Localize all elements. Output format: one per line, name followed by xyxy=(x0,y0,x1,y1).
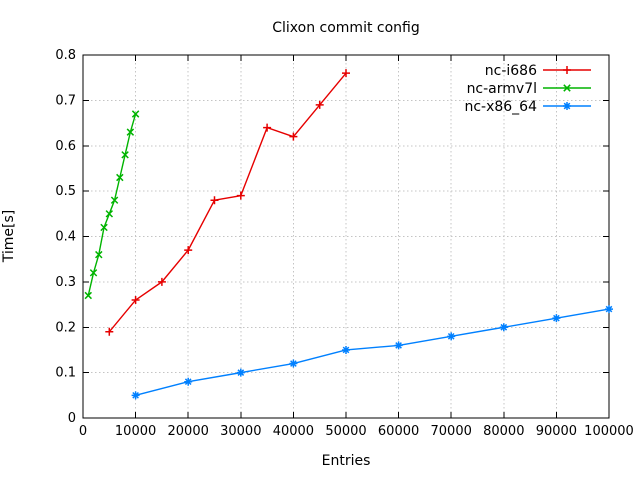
series-marker-nc-x86_64 xyxy=(394,341,403,350)
legend-label-nc-x86_64: nc-x86_64 xyxy=(464,99,537,115)
x-tick-label: 0 xyxy=(79,424,87,439)
series-marker-nc-armv7l xyxy=(131,110,140,118)
series-line-nc-armv7l xyxy=(87,113,137,296)
series-layer xyxy=(84,69,613,400)
series-marker-nc-x86_64 xyxy=(342,345,350,354)
series-marker-nc-i686 xyxy=(157,277,166,286)
series-marker-nc-i686 xyxy=(184,246,193,255)
x-tick-label: 70000 xyxy=(431,424,472,439)
series-marker-nc-i686 xyxy=(131,296,140,305)
series-line-nc-i686 xyxy=(108,72,347,333)
series-marker-nc-i686 xyxy=(342,69,350,78)
x-tick-label: 10000 xyxy=(115,424,156,439)
x-tick-label: 20000 xyxy=(168,424,209,439)
series-marker-nc-i686 xyxy=(210,196,219,205)
series-marker-nc-i686 xyxy=(105,327,114,336)
series-marker-nc-armv7l xyxy=(100,223,108,232)
legend-layer: nc-i686 nc-armv7l nc-x86_64 xyxy=(464,63,591,115)
y-tick-label: 0.6 xyxy=(55,139,76,154)
series-marker-nc-x86_64 xyxy=(184,377,193,386)
series-marker-nc-i686 xyxy=(315,100,324,109)
series-marker-nc-armv7l xyxy=(126,128,135,136)
y-tick-label: 0.7 xyxy=(55,93,76,108)
series-marker-nc-i686 xyxy=(236,191,245,200)
x-tick-label: 50000 xyxy=(325,424,366,439)
series-marker-nc-x86_64 xyxy=(552,314,561,323)
series-marker-nc-x86_64 xyxy=(499,323,508,332)
x-tick-label: 60000 xyxy=(378,424,419,439)
series-line-nc-x86_64 xyxy=(135,308,610,396)
series-marker-nc-x86_64 xyxy=(289,359,298,368)
series-marker-nc-i686 xyxy=(263,123,272,132)
legend-marker-nc-armv7l xyxy=(563,84,571,92)
y-tick-label: 0.5 xyxy=(55,184,76,199)
series-marker-nc-armv7l xyxy=(110,196,119,204)
series-marker-nc-x86_64 xyxy=(131,391,140,400)
y-axis-label: Time[s] xyxy=(1,210,17,263)
series-marker-nc-x86_64 xyxy=(605,305,613,314)
axes-layer: 0 10000 20000 30000 40000 50000 60000 70000 8000… xyxy=(55,48,634,439)
legend-marker-nc-x86_64 xyxy=(563,102,571,110)
y-tick-label: 0.8 xyxy=(55,48,76,63)
series-marker-nc-armv7l xyxy=(105,210,114,218)
x-tick-label: 100000 xyxy=(584,424,634,439)
y-tick-label: 0 xyxy=(68,411,76,426)
grid-layer xyxy=(83,55,609,418)
y-tick-label: 0.4 xyxy=(55,230,76,245)
legend-marker-nc-i686 xyxy=(563,66,571,74)
legend-label-nc-armv7l: nc-armv7l xyxy=(467,81,537,97)
chart-title: Clixon commit config xyxy=(272,20,420,36)
y-tick-label: 0.3 xyxy=(55,275,76,290)
y-tick-label: 0.1 xyxy=(55,366,76,381)
x-tick-label: 40000 xyxy=(273,424,314,439)
series-marker-nc-armv7l xyxy=(121,151,129,159)
series-marker-nc-armv7l xyxy=(116,173,124,182)
x-tick-label: 80000 xyxy=(483,424,524,439)
legend-label-nc-i686: nc-i686 xyxy=(485,63,537,79)
series-marker-nc-armv7l xyxy=(84,291,92,300)
series-marker-nc-armv7l xyxy=(95,250,103,259)
series-marker-nc-x86_64 xyxy=(447,332,456,341)
x-tick-label: 30000 xyxy=(220,424,261,439)
x-axis-label: Entries xyxy=(322,453,371,469)
series-marker-nc-x86_64 xyxy=(236,368,245,377)
series-marker-nc-armv7l xyxy=(89,269,98,277)
x-tick-label: 90000 xyxy=(536,424,577,439)
y-tick-label: 0.2 xyxy=(55,320,76,335)
series-marker-nc-i686 xyxy=(289,132,298,141)
